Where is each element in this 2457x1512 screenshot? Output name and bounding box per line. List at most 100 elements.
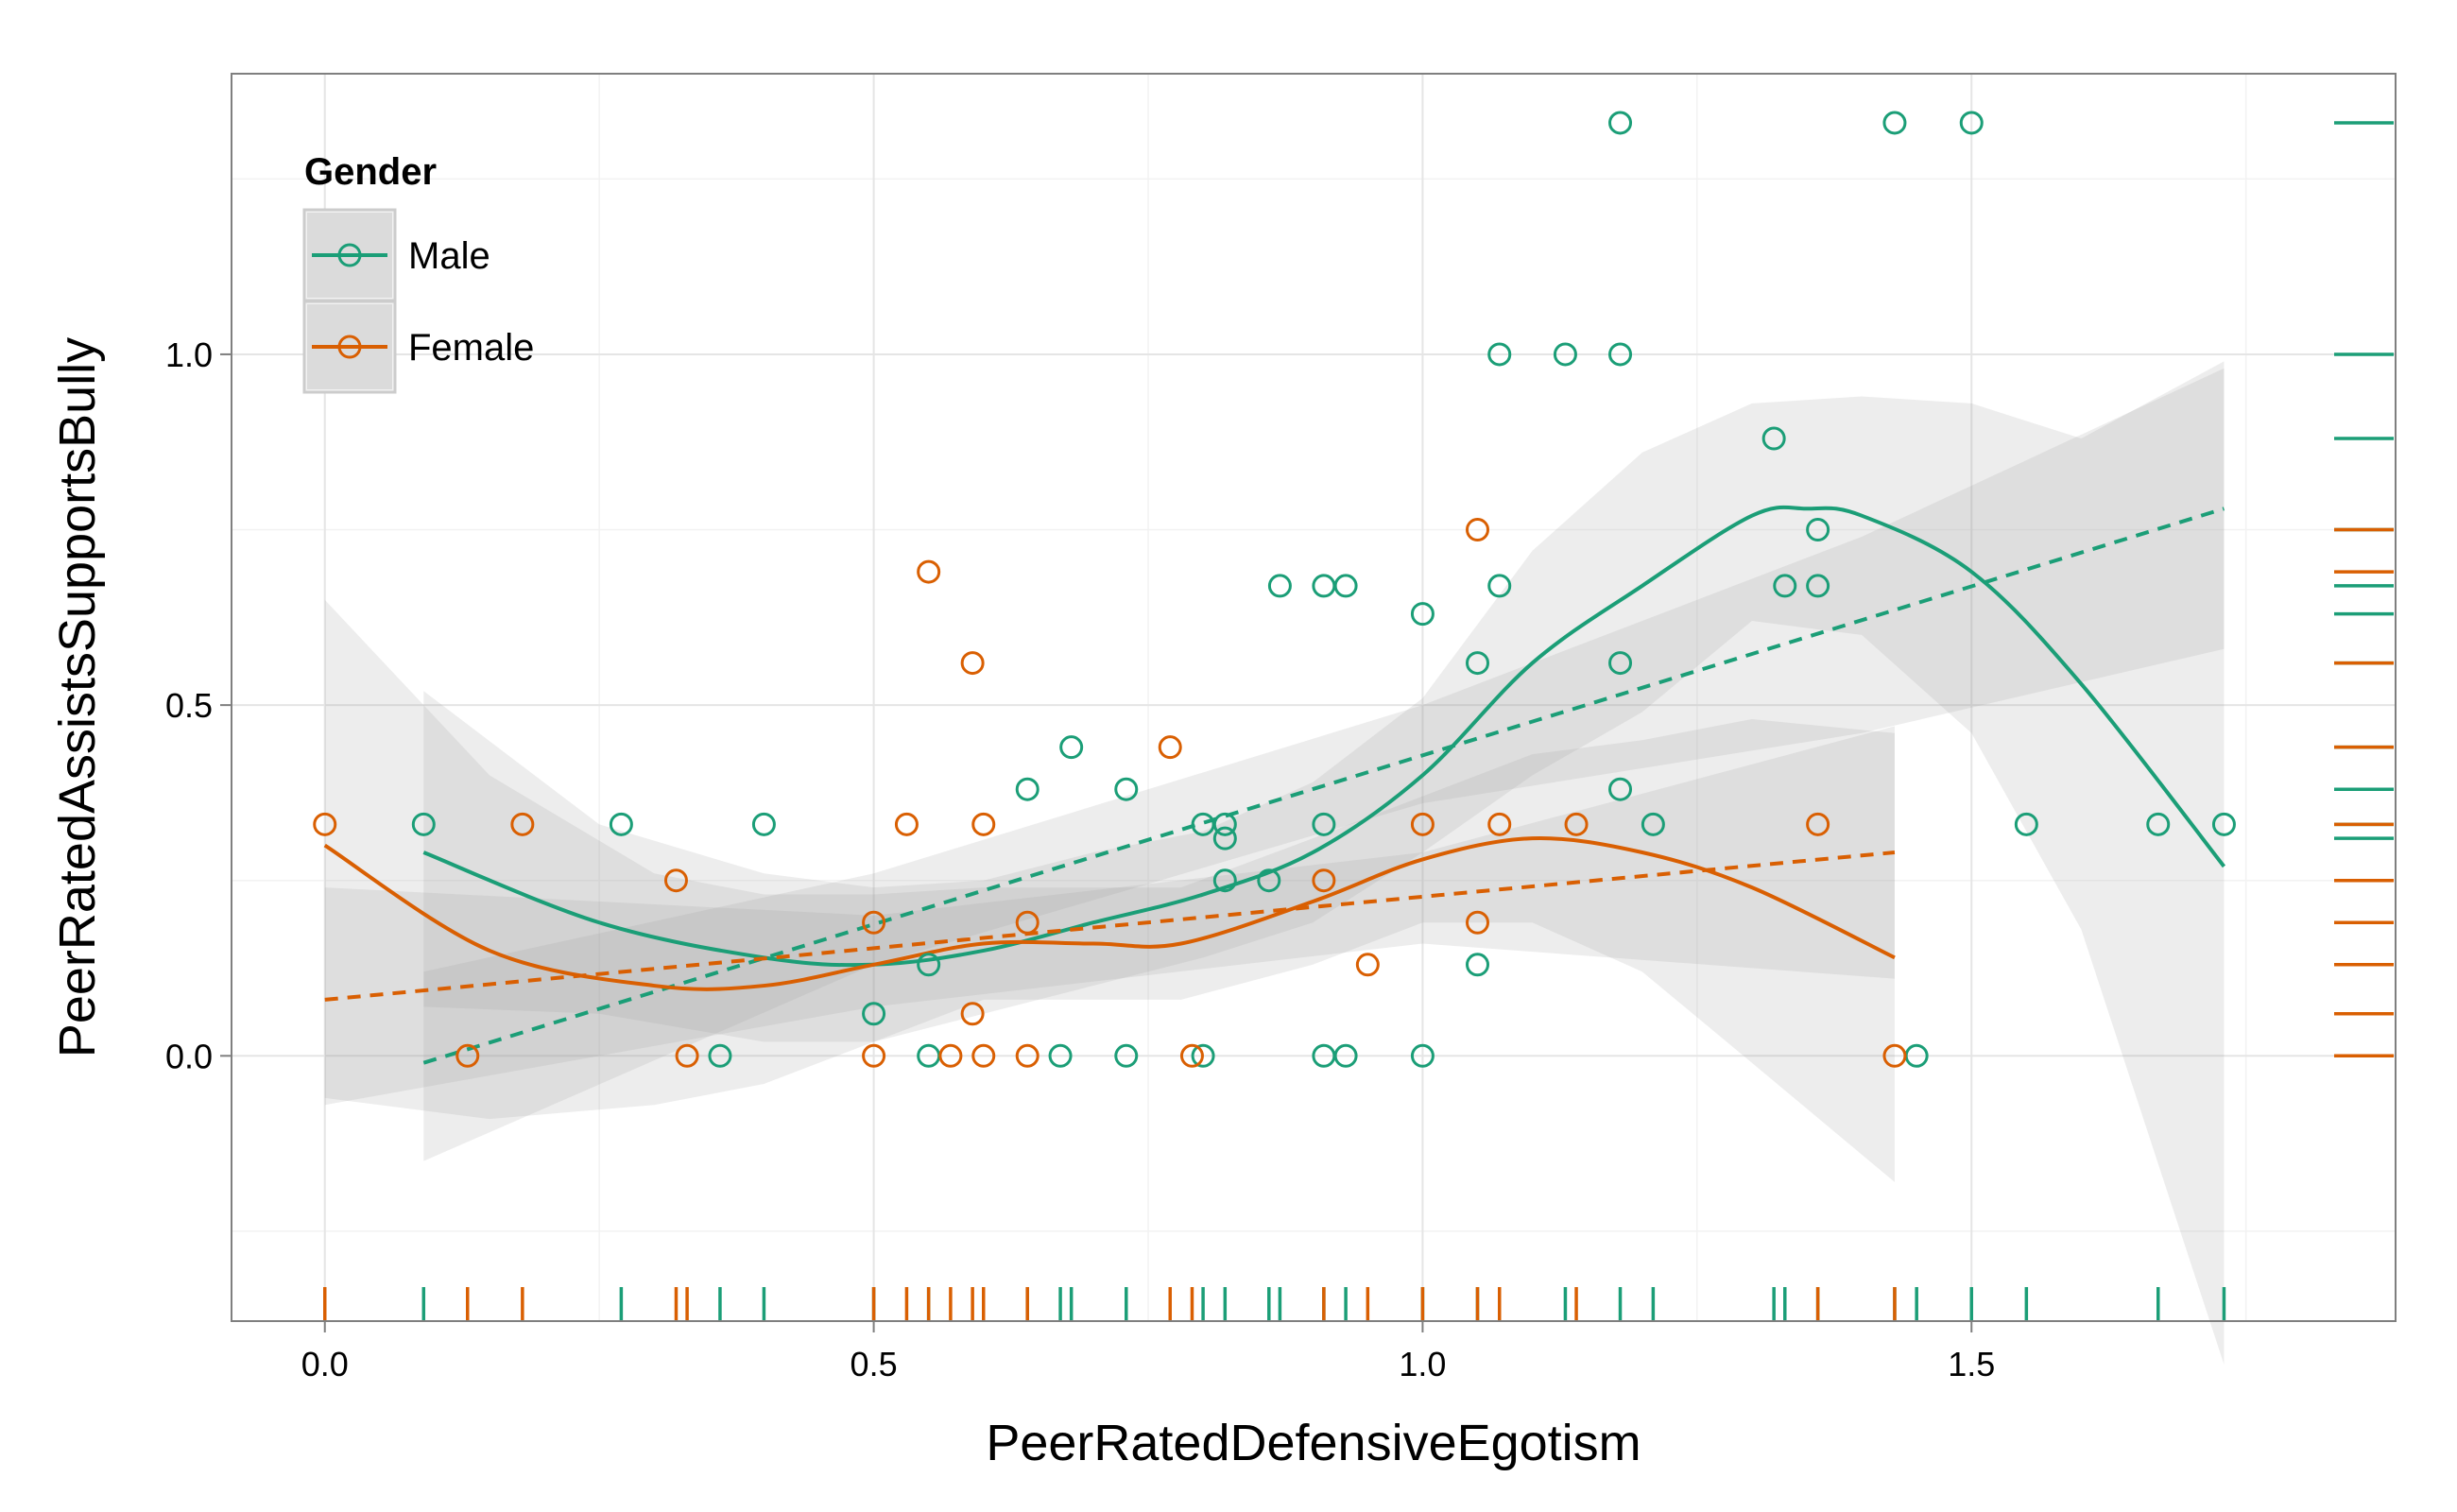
data-point-male [1048,1043,1073,1068]
legend-key-point [337,243,362,267]
data-point-male [1806,574,1830,598]
data-point-female [1312,868,1336,893]
data-point-male [917,953,941,977]
data-point-male [2146,812,2171,836]
data-point-male [1761,426,1786,451]
data-point-female [663,868,688,893]
data-point-male [708,1043,732,1068]
confidence-bands [324,361,2225,1365]
y-tick-label: 1.0 [165,335,213,374]
data-point-female [1015,1043,1040,1068]
data-point-female [510,812,535,836]
data-point-female [1806,812,1830,836]
data-point-male [411,812,436,836]
data-point-female [862,1043,886,1068]
data-point-male [1410,1043,1435,1068]
data-point-female [1487,812,1512,836]
data-point-male [1212,812,1237,836]
data-point-male [1487,574,1512,598]
data-point-male [1267,574,1292,598]
smooth-band-female [324,599,1895,1182]
data-point-male [1114,1043,1139,1068]
data-point-female [1355,953,1380,977]
data-point-male [1257,868,1281,893]
data-point-male [1466,651,1490,676]
data-point-male [1191,1043,1215,1068]
data-point-male [1608,651,1633,676]
data-point-male [1410,602,1435,627]
data-point-female [894,812,919,836]
data-point-male [1806,518,1830,542]
legend-key-point [337,335,362,359]
legend-label: Male [408,235,490,277]
data-points [313,111,2236,1068]
data-point-female [1179,1043,1204,1068]
y-axis-title: PeerRatedAssistsSupportsBully [49,337,106,1057]
legend: Gender Male Female [302,151,534,394]
data-point-female [1158,735,1182,760]
x-axis-title: PeerRatedDefensiveEgotism [986,1415,1641,1471]
fit-lines [323,505,2226,1065]
legend-title: Gender [304,151,437,193]
linear-line-male [422,507,2225,1065]
data-point-male [1333,574,1358,598]
legend-label: Female [408,327,534,369]
panel-border [231,73,2397,1322]
data-point-female [1015,910,1040,935]
data-point-female [1466,518,1490,542]
data-point-male [1608,777,1633,801]
x-tick-label: 1.5 [1948,1345,1995,1383]
data-point-female [1564,812,1589,836]
data-point-female [938,1043,963,1068]
data-point-female [960,1002,985,1026]
data-point-female [675,1043,699,1068]
data-point-male [1212,868,1237,893]
data-point-male [609,812,633,836]
data-point-male [1553,342,1577,367]
data-point-female [917,559,941,584]
data-point-male [2014,812,2038,836]
data-point-male [1882,111,1907,135]
linear-band-female [324,726,1895,1106]
smooth-band-male [423,361,2225,1365]
legend-entry-male: Male [302,208,490,302]
smooth-line-female [323,836,1896,991]
axes: 0.0 0.5 1.0 1.5 0.0 0.5 1.0 [165,335,1995,1383]
y-tick-label: 0.5 [165,686,213,725]
data-point-female [1466,910,1490,935]
y-tick-label: 0.0 [165,1037,213,1075]
data-point-male [1608,111,1633,135]
data-point-male [751,812,776,836]
legend-entries: Male Female [302,208,534,394]
data-point-female [1882,1043,1907,1068]
data-point-male [1015,777,1040,801]
smooth-line-male [422,505,2226,968]
data-point-male [1114,777,1139,801]
data-point-female [313,812,337,836]
data-point-male [862,1002,886,1026]
rug-marks [322,121,2394,1321]
data-point-male [1608,342,1633,367]
x-tick-label: 1.0 [1399,1345,1446,1383]
data-point-female [971,812,996,836]
x-tick-label: 0.0 [301,1345,349,1383]
data-point-male [1333,1043,1358,1068]
data-point-female [1410,812,1435,836]
data-point-male [1312,574,1336,598]
data-point-male [1773,574,1797,598]
data-point-male [1212,826,1237,850]
data-point-male [1059,735,1084,760]
data-point-male [2211,812,2236,836]
data-point-female [862,910,886,935]
data-point-male [1312,812,1336,836]
data-point-male [1959,111,1984,135]
data-point-female [455,1043,480,1068]
data-point-female [960,651,985,676]
data-point-male [1466,953,1490,977]
data-point-female [971,1043,996,1068]
legend-entry-female: Female [302,300,534,394]
data-point-male [1487,342,1512,367]
data-point-male [1641,812,1665,836]
x-tick-label: 0.5 [850,1345,898,1383]
